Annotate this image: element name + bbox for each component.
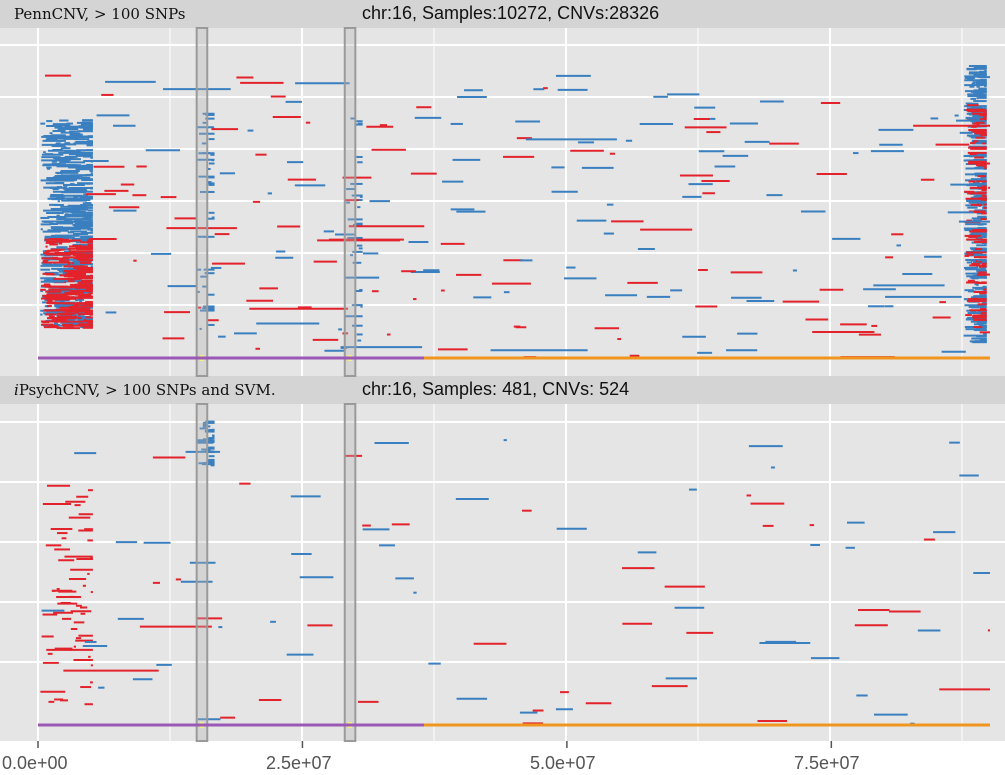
- panel1-label: PennCNV, > 100 SNPs: [14, 5, 186, 23]
- panel2-label: iPsychCNV, > 100 SNPs and SVM.: [14, 381, 276, 399]
- panel2-title: chr:16, Samples: 481, CNVs: 524: [362, 379, 630, 399]
- panel2-header: iPsychCNV, > 100 SNPs and SVM. chr:16, S…: [0, 376, 1005, 404]
- p1-highlight-band-0: [195, 27, 209, 377]
- x-tick-label-3: 7.5e+07: [794, 753, 860, 773]
- panel2-plot: [0, 404, 1005, 741]
- x-tick-label-1: 2.5e+07: [266, 753, 332, 773]
- x-tick-label-0: 0.0e+00: [2, 753, 68, 773]
- p2-highlight-band-0: [195, 403, 209, 742]
- x-tick-label-2: 5.0e+07: [530, 753, 596, 773]
- panel1-title: chr:16, Samples:10272, CNVs:28326: [362, 3, 660, 23]
- panel1-header: PennCNV, > 100 SNPs chr:16, Samples:1027…: [0, 0, 1005, 28]
- p2-highlight-band-1: [343, 403, 357, 742]
- p1-highlight-band-1: [343, 27, 357, 377]
